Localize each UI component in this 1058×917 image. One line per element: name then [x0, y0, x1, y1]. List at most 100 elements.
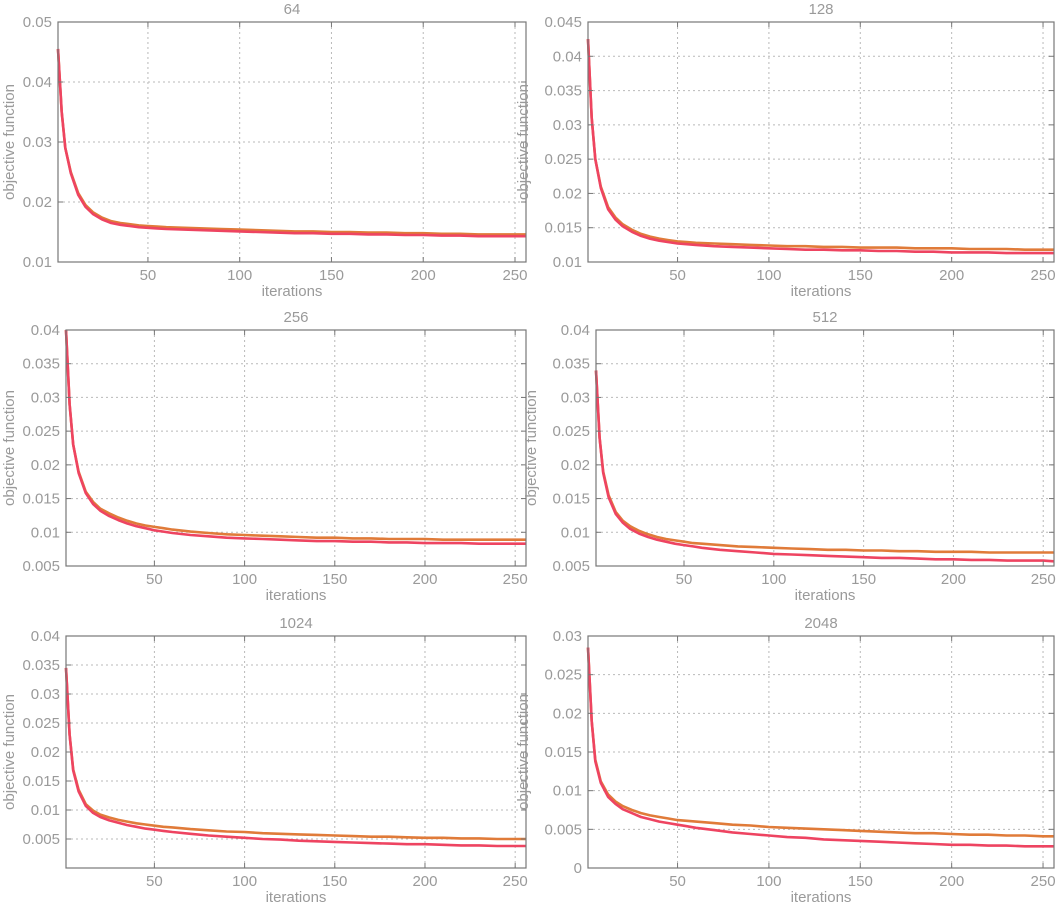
x-axis-label: iterations: [791, 283, 852, 300]
x-tick-label: 250: [1031, 873, 1056, 890]
y-tick-label: 0.01: [31, 802, 60, 819]
x-tick-label: 250: [502, 267, 527, 284]
subplot-128: 50 100 150 200 250 0.01 0.015 0.02 0.025 0.03 0.03…: [515, 1, 1056, 300]
y-tick-label: 0.015: [22, 773, 60, 790]
subplot-title: 128: [808, 1, 833, 18]
x-tick-label: 250: [503, 873, 528, 890]
x-tick-label: 250: [1031, 571, 1056, 588]
y-tick-label: 0.035: [22, 657, 60, 674]
x-tick-label: 50: [669, 873, 686, 890]
y-tick-label: 0.015: [544, 220, 582, 237]
y-tick-label: 0.02: [553, 185, 582, 202]
y-axis-label: objective function: [515, 84, 532, 200]
x-tick-label: 200: [939, 267, 964, 284]
y-tick-label: 0.015: [552, 491, 590, 508]
subplot-512: 50 100 150 200 250 0.005 0.01 0.015 0.02 0.025 0.0…: [523, 309, 1056, 604]
x-tick-label: 150: [319, 267, 344, 284]
y-tick-label: 0.04: [553, 48, 582, 65]
x-tick-label: 100: [232, 571, 257, 588]
y-tick-label: 0.035: [552, 356, 590, 373]
series-line-2: [594, 370, 1055, 563]
y-tick-label: 0.05: [23, 14, 52, 31]
y-tick-label: 0.02: [31, 457, 60, 474]
series-line-1: [64, 667, 526, 841]
y-tick-label: 0.03: [31, 686, 60, 703]
x-tick-label: 100: [756, 267, 781, 284]
x-tick-label: 200: [411, 267, 436, 284]
y-tick-label: 0.025: [544, 667, 582, 684]
y-tick-label: 0.01: [553, 254, 582, 271]
y-tick-label: 0.03: [561, 389, 590, 406]
subplot-1024: 50 100 150 200 250 0.005 0.01 0.015 0.02 0.025 0.0…: [1, 615, 528, 906]
y-tick-label: 0.005: [552, 558, 590, 575]
series-line-2: [586, 647, 1054, 848]
y-tick-label: 0.03: [553, 117, 582, 134]
series-line-2: [586, 39, 1054, 255]
x-tick-label: 50: [146, 873, 163, 890]
y-tick-label: 0.04: [23, 74, 52, 91]
x-axis-label: iterations: [266, 587, 327, 604]
y-tick-label: 0.015: [22, 491, 60, 508]
x-tick-label: 100: [227, 267, 252, 284]
y-tick-label: 0.025: [22, 423, 60, 440]
y-tick-label: 0: [574, 860, 582, 877]
series-line-1: [64, 329, 526, 541]
x-axis-label: iterations: [262, 283, 323, 300]
y-tick-label: 0.02: [561, 457, 590, 474]
x-tick-label: 100: [761, 571, 786, 588]
series-line-2: [64, 667, 526, 848]
x-tick-label: 150: [848, 873, 873, 890]
y-tick-label: 0.045: [544, 14, 582, 31]
x-tick-label: 250: [1031, 267, 1056, 284]
subplot-title: 1024: [279, 615, 312, 632]
y-tick-label: 0.035: [22, 356, 60, 373]
y-tick-label: 0.005: [22, 831, 60, 848]
y-tick-label: 0.01: [31, 524, 60, 541]
x-tick-label: 50: [676, 571, 693, 588]
x-axis-label: iterations: [266, 889, 327, 906]
y-axis-label: objective function: [1, 390, 18, 506]
y-tick-label: 0.025: [22, 715, 60, 732]
subplot-title: 512: [812, 309, 837, 326]
x-axis-label: iterations: [795, 587, 856, 604]
x-tick-label: 150: [848, 267, 873, 284]
y-tick-label: 0.025: [552, 423, 590, 440]
series-line-2: [56, 48, 526, 238]
x-axis-label: iterations: [791, 889, 852, 906]
x-tick-label: 50: [146, 571, 163, 588]
y-axis-label: objective function: [1, 84, 18, 200]
y-axis-label: objective function: [1, 694, 18, 810]
y-tick-label: 0.01: [23, 254, 52, 271]
y-axis-label: objective function: [515, 694, 532, 810]
y-tick-label: 0.02: [553, 705, 582, 722]
y-tick-label: 0.01: [561, 524, 590, 541]
y-tick-label: 0.04: [31, 322, 60, 339]
x-tick-label: 150: [322, 873, 347, 890]
x-tick-label: 100: [232, 873, 257, 890]
y-tick-label: 0.015: [544, 744, 582, 761]
series-line-1: [586, 647, 1054, 838]
y-tick-label: 0.025: [544, 151, 582, 168]
series-line-1: [594, 370, 1054, 554]
y-axis-label: objective function: [523, 390, 540, 506]
y-tick-label: 0.03: [553, 628, 582, 645]
y-tick-label: 0.03: [23, 134, 52, 151]
x-tick-label: 200: [941, 571, 966, 588]
y-tick-label: 0.005: [544, 821, 582, 838]
x-tick-label: 200: [412, 873, 437, 890]
y-tick-label: 0.04: [561, 322, 590, 339]
subplot-title: 64: [284, 1, 301, 18]
x-tick-label: 150: [851, 571, 876, 588]
subplot-256: 50 100 150 200 250 0.005 0.01 0.015 0.02 0.025 0.0…: [1, 309, 528, 604]
subplot-64: 50 100 150 200 250 0.01 0.02 0.03 0.04 0.05 64 iter…: [1, 1, 528, 300]
y-tick-label: 0.02: [23, 194, 52, 211]
subplot-title: 2048: [804, 615, 837, 632]
y-tick-label: 0.035: [544, 83, 582, 100]
x-tick-label: 200: [939, 873, 964, 890]
y-tick-label: 0.02: [31, 744, 60, 761]
x-tick-label: 50: [669, 267, 686, 284]
plot-frame: [587, 21, 1055, 263]
x-tick-label: 100: [756, 873, 781, 890]
plot-frame: [65, 329, 527, 567]
series-line-1: [586, 39, 1054, 251]
